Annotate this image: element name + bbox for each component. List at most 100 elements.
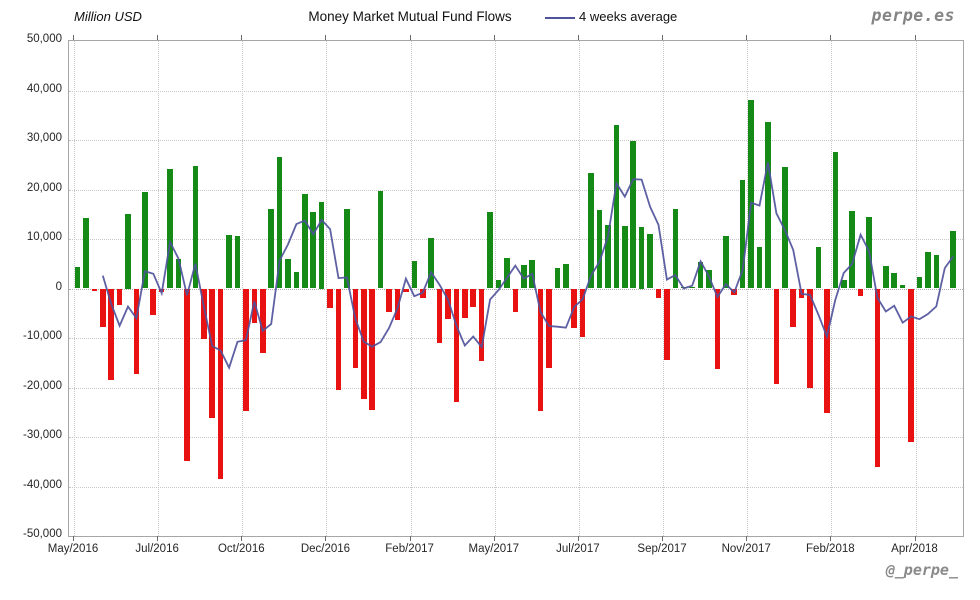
axis-tick xyxy=(577,536,579,541)
x-tick-label: Dec/2016 xyxy=(300,543,351,555)
y-tick-label: 10,000 xyxy=(26,231,62,243)
inflow-bar xyxy=(125,214,131,289)
v-gridline xyxy=(158,41,160,536)
x-tick-label: May/2016 xyxy=(47,543,99,555)
inflow-bar xyxy=(302,194,308,289)
inflow-bar xyxy=(849,210,855,289)
inflow-bar xyxy=(622,225,628,289)
outflow-bar xyxy=(243,288,249,412)
inflow-bar xyxy=(167,168,173,289)
outflow-bar xyxy=(436,288,443,343)
x-tick-label: Oct/2016 xyxy=(217,543,265,555)
inflow-bar xyxy=(748,100,754,289)
outflow-bar xyxy=(150,288,157,315)
outflow-bar xyxy=(327,288,333,309)
y-tick-label: 50,000 xyxy=(26,33,62,45)
axis-tick xyxy=(577,35,579,40)
inflow-bar xyxy=(276,157,283,289)
inflow-bar xyxy=(933,254,940,289)
inflow-bar xyxy=(613,125,620,289)
legend-label: 4 weeks average xyxy=(579,9,678,24)
inflow-bar xyxy=(832,151,839,289)
outflow-bar xyxy=(133,288,140,374)
h-gridline xyxy=(69,239,963,240)
inflow-bar xyxy=(310,211,317,289)
v-gridline xyxy=(831,41,833,536)
y-tick-label: 30,000 xyxy=(26,132,62,144)
v-gridline xyxy=(494,41,496,536)
inflow-bar xyxy=(925,251,931,289)
v-gridline xyxy=(74,41,75,536)
inflow-bar xyxy=(605,225,611,289)
inflow-bar xyxy=(495,280,502,289)
inflow-bar xyxy=(411,260,418,289)
axis-tick xyxy=(325,35,327,40)
twitter-handle: @_perpe_ xyxy=(885,561,958,579)
outflow-bar xyxy=(664,288,670,360)
inflow-bar xyxy=(815,246,822,289)
inflow-bar xyxy=(487,212,493,289)
y-tick-label: -50,000 xyxy=(22,528,62,540)
inflow-bar xyxy=(234,236,241,289)
inflow-bar xyxy=(756,246,763,289)
outflow-bar xyxy=(790,288,796,328)
v-gridline xyxy=(578,41,580,536)
outflow-bar xyxy=(184,288,190,461)
inflow-bar xyxy=(377,190,384,289)
axis-tick xyxy=(746,536,748,541)
inflow-bar xyxy=(293,271,300,289)
inflow-bar xyxy=(630,140,636,289)
inflow-bar xyxy=(318,201,325,289)
inflow-bar xyxy=(781,166,788,289)
axis-tick xyxy=(157,35,159,40)
v-gridline xyxy=(663,41,665,536)
outflow-bar xyxy=(546,288,552,368)
outflow-bar xyxy=(217,288,224,479)
v-gridline xyxy=(242,41,244,536)
inflow-bar xyxy=(689,287,695,289)
outflow-bar xyxy=(714,288,721,370)
outflow-bar xyxy=(360,288,367,400)
inflow-bar xyxy=(672,208,679,289)
axis-tick xyxy=(914,536,916,541)
inflow-bar xyxy=(840,280,847,289)
x-tick-label: Sep/2017 xyxy=(637,543,687,555)
outflow-bar xyxy=(857,288,864,296)
outflow-bar xyxy=(369,288,375,411)
axis-tick xyxy=(914,35,916,40)
outflow-bar xyxy=(579,288,586,337)
outflow-bar xyxy=(908,288,914,442)
axis-tick xyxy=(73,536,74,541)
inflow-bar xyxy=(899,285,906,289)
inflow-bar xyxy=(285,258,291,289)
v-gridline xyxy=(747,41,749,536)
outflow-bar xyxy=(259,288,266,353)
outflow-bar xyxy=(512,288,519,313)
axis-tick xyxy=(662,536,664,541)
h-gridline xyxy=(69,140,963,141)
outflow-bar xyxy=(824,288,830,414)
legend: 4 weeks average xyxy=(545,9,677,24)
axis-tick xyxy=(157,536,159,541)
brand-logo: perpe.es xyxy=(871,6,955,25)
outflow-bar xyxy=(99,288,106,328)
axis-tick xyxy=(746,35,748,40)
outflow-bar xyxy=(335,288,342,391)
inflow-bar xyxy=(226,235,232,289)
inflow-bar xyxy=(883,266,889,289)
outflow-bar xyxy=(251,288,258,324)
plot-area xyxy=(68,40,964,537)
outflow-bar xyxy=(394,288,401,320)
v-gridline xyxy=(326,41,328,536)
outflow-bar xyxy=(470,288,477,307)
outflow-bar xyxy=(403,288,409,293)
h-gridline xyxy=(69,338,963,339)
v-gridline xyxy=(915,41,917,536)
y-axis-unit-label: Million USD xyxy=(74,9,142,24)
outflow-bar xyxy=(445,288,451,320)
y-tick-label: 40,000 xyxy=(26,82,62,95)
inflow-bar xyxy=(596,210,603,289)
outflow-bar xyxy=(116,288,123,306)
inflow-bar xyxy=(504,257,510,289)
